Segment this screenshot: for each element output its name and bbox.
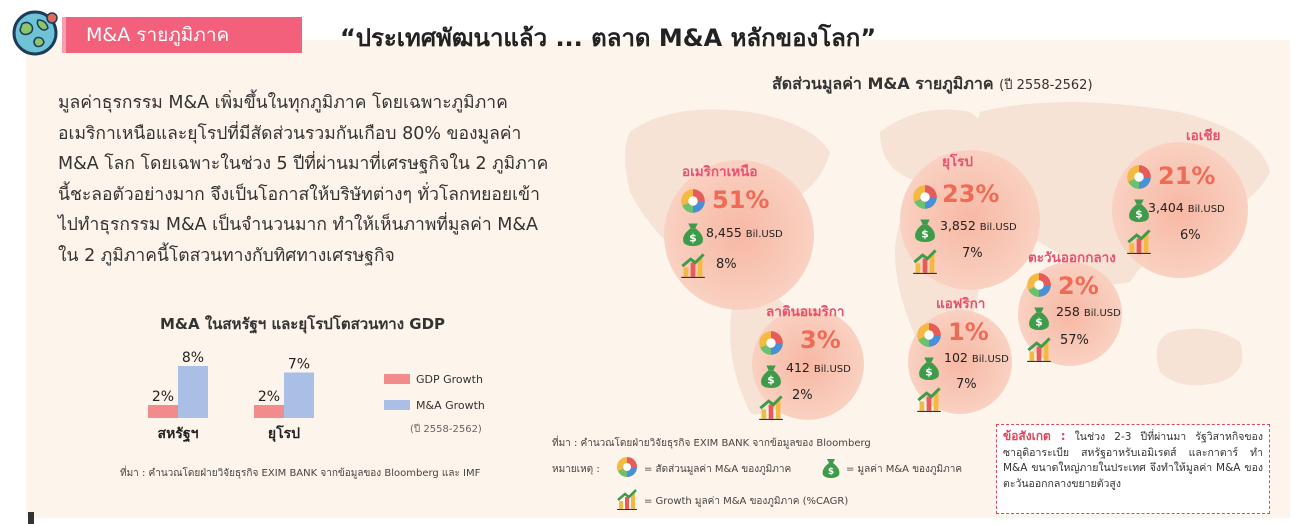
region-value-unit: Bil.USD [1083, 308, 1121, 319]
legend-label-gdp: GDP Growth [416, 373, 483, 386]
region-name: อเมริกาเหนือ [682, 164, 758, 180]
observation-text: ในช่วง 2-3 ปีที่ผ่านมา รัฐวิสาหกิจของซาอ… [1003, 431, 1263, 490]
region-value-unit: Bil.USD [1187, 204, 1225, 215]
region-value: 412 Bil.USD [786, 360, 851, 375]
note-share: = สัดส่วนมูลค่า M&A ของภูมิภาค [644, 464, 792, 475]
region-value: 258 Bil.USD [1056, 304, 1121, 319]
region-value-number: 102 [944, 350, 968, 365]
notes-label: หมายเหตุ : [552, 464, 600, 475]
growth-chart-icon [912, 248, 938, 274]
region-value-number: 258 [1056, 304, 1080, 319]
region-value-number: 412 [786, 360, 810, 375]
globe-icon [12, 10, 58, 56]
legend-label-ma: M&A Growth [416, 399, 485, 412]
region-share: 51% [712, 186, 770, 214]
description-line: อเมริกาเหนือและยุโรปที่มีสัดส่วนรวมกันเก… [58, 123, 522, 144]
description: มูลค่าธุรกรรม M&A เพิ่มขึ้นในทุกภูมิภาค … [58, 88, 606, 271]
bar-data-label: 7% [288, 357, 310, 373]
region-name: ตะวันออกกลาง [1028, 250, 1116, 266]
region-value: 8,455 Bil.USD [706, 225, 783, 240]
money-bag-icon [822, 459, 840, 478]
note-value: = มูลค่า M&A ของภูมิภาค [846, 464, 963, 475]
region-name: ยุโรป [942, 154, 973, 170]
bar-data-label: 8% [182, 350, 204, 366]
bar-ma [284, 372, 314, 418]
bar-gdp [254, 405, 284, 418]
growth-chart-icon [1126, 228, 1152, 254]
legend-swatch-gdp [384, 374, 410, 384]
pie-icon [759, 331, 783, 355]
pie-icon [681, 189, 705, 213]
category-label: ยุโรป [268, 424, 300, 442]
bar-gdp [148, 405, 178, 418]
money-bag-icon [919, 357, 939, 380]
observation-box: ข้อสังเกต : ในช่วง 2-3 ปีที่ผ่านมา รัฐวิ… [996, 424, 1270, 514]
source-right: ที่มา : คำนวณโดยฝ่ายวิจัยธุรกิจ EXIM BAN… [552, 438, 871, 449]
region-share: 21% [1158, 162, 1216, 190]
region-value-unit: Bil.USD [745, 229, 783, 240]
region-share: 3% [800, 326, 841, 354]
region-name: เอเชีย [1186, 128, 1221, 144]
headline: “ประเทศพัฒนาแล้ว ... ตลาด M&A หลักของโลก… [340, 24, 877, 52]
source-left: ที่มา : คำนวณโดยฝ่ายวิจัยธุรกิจ EXIM BAN… [120, 468, 481, 479]
pie-icon [617, 457, 637, 477]
region-growth: 7% [956, 377, 977, 392]
map-title: สัดส่วนมูลค่า M&A รายภูมิภาค (ปี 2558-25… [772, 72, 1093, 97]
region-growth: 2% [792, 388, 813, 403]
growth-chart-icon [680, 252, 706, 278]
region-growth: 57% [1060, 333, 1089, 348]
region-growth: 8% [716, 257, 737, 272]
pie-icon [917, 323, 941, 347]
legend-swatch-ma [384, 400, 410, 410]
pie-icon [1127, 165, 1151, 189]
gdp-chart-period: (ปี 2558-2562) [410, 424, 482, 435]
region-name: ลาตินอเมริกา [766, 304, 845, 320]
region-value-number: 3,404 [1148, 200, 1184, 215]
growth-chart-icon [1026, 336, 1052, 362]
corner-mark [28, 512, 34, 524]
money-bag-icon [761, 365, 781, 388]
money-bag-icon [683, 223, 703, 246]
region-value: 3,852 Bil.USD [940, 218, 1017, 233]
region-value-unit: Bil.USD [813, 364, 851, 375]
description-line: ไปทำธุรกรรม M&A เป็นจำนวนมาก ทำให้เห็นภา… [58, 215, 538, 235]
growth-chart-icon [758, 394, 784, 420]
bar-ma [178, 366, 208, 418]
region-growth: 7% [962, 246, 983, 261]
money-bag-icon [915, 219, 935, 242]
region-share: 2% [1058, 272, 1099, 300]
growth-chart-icon [616, 488, 638, 510]
region-name: แอฟริกา [936, 296, 986, 312]
map-title-text: สัดส่วนมูลค่า M&A รายภูมิภาค [772, 74, 994, 93]
growth-chart-icon [916, 386, 942, 412]
description-line: ใน 2 ภูมิภาคนี้โตสวนทางกับทิศทางเศรษฐกิจ [58, 245, 395, 266]
description-line: มูลค่าธุรกรรม M&A เพิ่มขึ้นในทุกภูมิภาค … [58, 93, 508, 113]
pie-icon [1027, 273, 1051, 297]
section-tag: M&A รายภูมิภาค [66, 17, 302, 53]
description-line: นี้ชะลอตัวอย่างมาก จึงเป็นโอกาสให้บริษัท… [58, 184, 540, 205]
category-label: สหรัฐฯ [158, 426, 199, 443]
region-share: 1% [948, 318, 989, 346]
region-value: 3,404 Bil.USD [1148, 200, 1225, 215]
region-value-unit: Bil.USD [971, 354, 1009, 365]
observation-label: ข้อสังเกต : [1003, 429, 1066, 443]
region-growth: 6% [1180, 228, 1201, 243]
bar-data-label: 2% [258, 389, 280, 405]
region-value-unit: Bil.USD [979, 222, 1017, 233]
money-bag-icon [1129, 199, 1149, 222]
region-value-number: 8,455 [706, 225, 742, 240]
note-growth: = Growth มูลค่า M&A ของภูมิภาค (%CAGR) [644, 496, 849, 507]
money-bag-icon [1029, 307, 1049, 330]
pie-icon [913, 185, 937, 209]
region-value-number: 3,852 [940, 218, 976, 233]
gdp-bar-chart: 2% 8% สหรัฐฯ 2% 7% ยุโรป [148, 350, 314, 443]
region-value: 102 Bil.USD [944, 350, 1009, 365]
bar-data-label: 2% [152, 389, 174, 405]
region-share: 23% [942, 180, 1000, 208]
description-line: M&A โลก โดยเฉพาะในช่วง 5 ปีที่ผ่านมาที่เ… [58, 154, 549, 174]
gdp-chart-title: M&A ในสหรัฐฯ และยุโรปโตสวนทาง GDP [160, 315, 446, 333]
map-title-period: (ปี 2558-2562) [999, 78, 1093, 93]
